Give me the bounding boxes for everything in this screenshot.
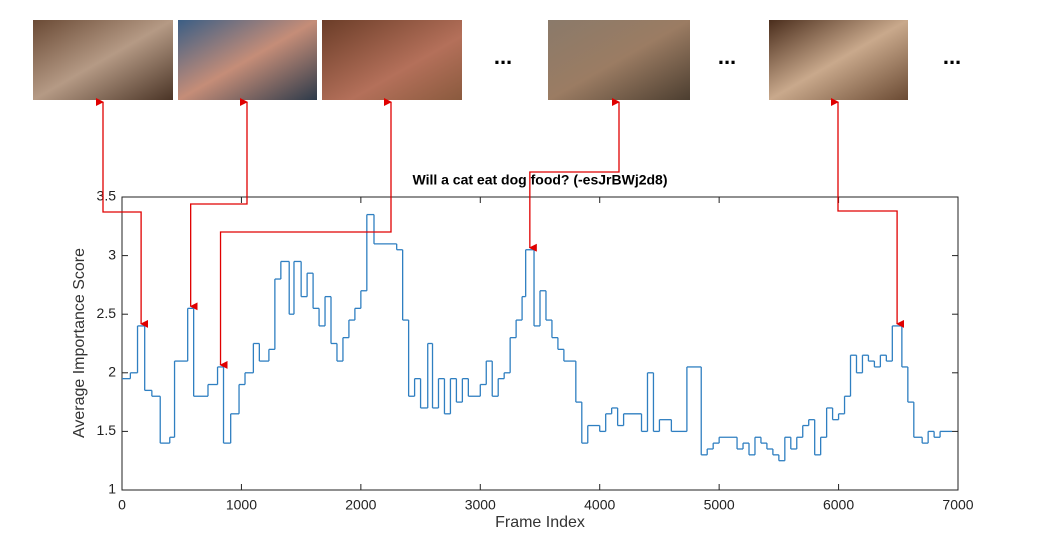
annotation-arrow bbox=[219, 98, 392, 369]
y-tick-label: 2.5 bbox=[97, 305, 117, 321]
x-axis-label: Frame Index bbox=[495, 514, 585, 531]
x-tick-label: 5000 bbox=[704, 497, 735, 513]
y-tick-label: 2 bbox=[108, 364, 116, 380]
thumbnail bbox=[548, 20, 690, 100]
x-tick-label: 3000 bbox=[465, 497, 496, 513]
y-tick-label: 1 bbox=[108, 481, 116, 497]
x-tick-label: 1000 bbox=[226, 497, 257, 513]
thumbnail bbox=[33, 20, 173, 100]
y-tick-label: 3 bbox=[108, 246, 116, 262]
x-tick-label: 4000 bbox=[584, 497, 615, 513]
ellipsis: ... bbox=[494, 44, 512, 69]
x-tick-label: 0 bbox=[118, 497, 126, 513]
y-tick-label: 1.5 bbox=[97, 422, 117, 438]
y-axis-label: Average Importance Score bbox=[71, 248, 88, 438]
x-tick-label: 7000 bbox=[942, 497, 973, 513]
ellipsis: ... bbox=[718, 44, 736, 69]
ellipsis: ... bbox=[943, 44, 961, 69]
annotation-arrow bbox=[528, 98, 620, 252]
thumbnail bbox=[178, 20, 317, 100]
chart-title: Will a cat eat dog food? (-esJrBWj2d8) bbox=[412, 172, 667, 188]
x-tick-label: 2000 bbox=[345, 497, 376, 513]
plot-frame bbox=[121, 196, 959, 491]
x-tick-label: 6000 bbox=[823, 497, 854, 513]
y-tick-label: 3.5 bbox=[97, 188, 117, 204]
thumbnail bbox=[322, 20, 462, 100]
thumbnail bbox=[769, 20, 908, 100]
annotation-arrow bbox=[189, 98, 248, 311]
annotation-arrow bbox=[831, 98, 905, 328]
annotation-arrow bbox=[96, 98, 149, 328]
